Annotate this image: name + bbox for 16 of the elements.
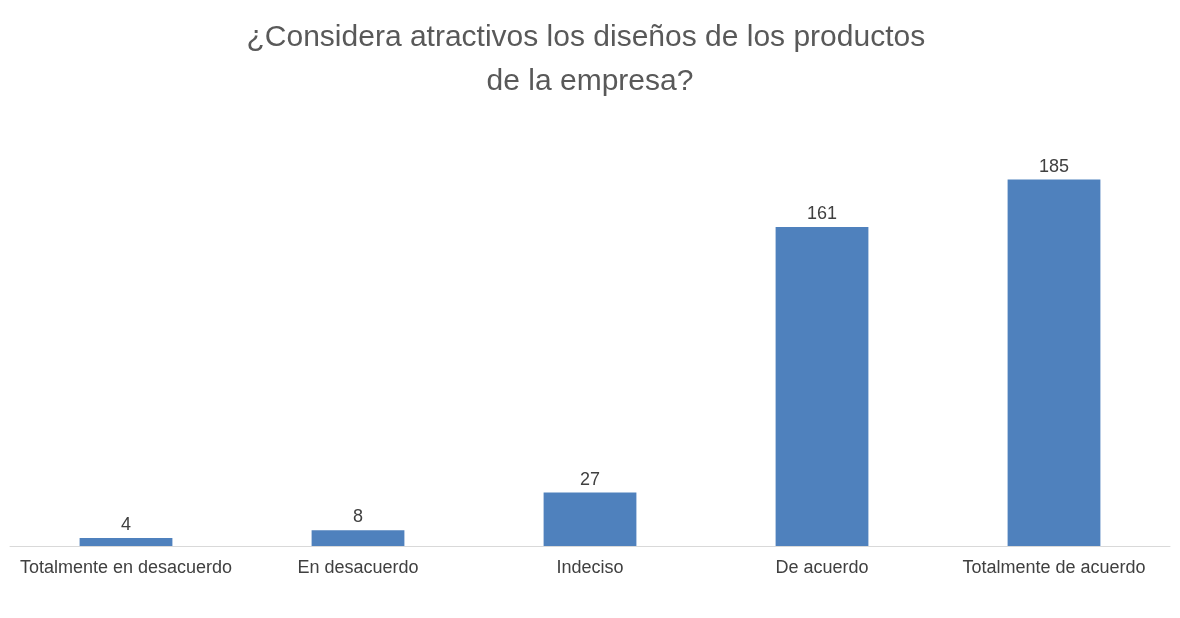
chart-title: ¿Considera atractivos los diseños de los productos de la empresa? (246, 18, 934, 96)
data-label: 161 (806, 203, 838, 224)
x-tick-label: En desacuerdo (297, 557, 419, 577)
data-label: 185 (1038, 155, 1070, 176)
bar (543, 492, 637, 546)
bar (1007, 179, 1101, 546)
data-label: 4 (120, 514, 132, 535)
x-tick-label: Totalmente en desacuerdo (19, 557, 233, 577)
data-label: 8 (352, 506, 364, 527)
bar (79, 538, 173, 546)
data-label: 27 (579, 468, 601, 489)
x-tick-label: Indeciso (556, 557, 624, 577)
x-tick-label: De acuerdo (775, 557, 869, 577)
x-tick-label: Totalmente de acuerdo (962, 557, 1146, 577)
bar (775, 227, 869, 546)
bar (311, 530, 405, 546)
